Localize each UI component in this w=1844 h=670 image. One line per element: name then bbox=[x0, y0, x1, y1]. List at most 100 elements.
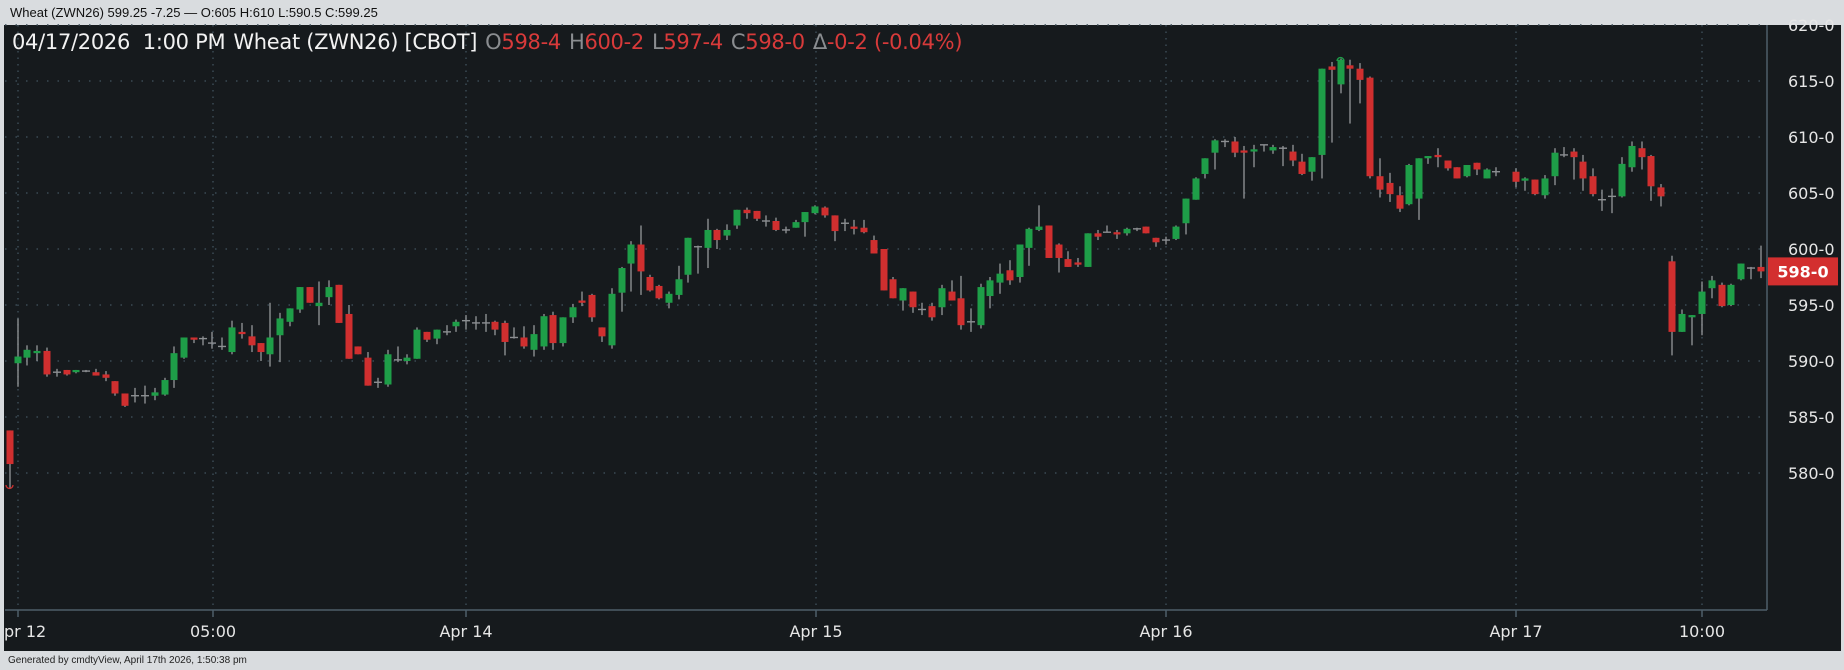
candle-body bbox=[121, 393, 129, 406]
candle-body bbox=[1678, 313, 1686, 332]
candle-body bbox=[1628, 145, 1636, 168]
legend-high-label: H bbox=[568, 30, 585, 54]
candle-body bbox=[1405, 165, 1413, 205]
last-price-label: 598-0 bbox=[1777, 262, 1828, 281]
candle-body bbox=[23, 349, 31, 358]
candle-body bbox=[977, 287, 985, 326]
candle-body bbox=[315, 302, 323, 307]
chart-panel[interactable] bbox=[4, 25, 1841, 651]
legend-high-value: 600-2 bbox=[584, 30, 644, 54]
candle-body bbox=[899, 288, 907, 301]
candle-body bbox=[772, 221, 780, 230]
candle-body bbox=[1444, 160, 1452, 169]
candle-body bbox=[792, 222, 800, 228]
y-axis-tick-label: 585-0 bbox=[1788, 408, 1835, 427]
candle-body bbox=[1718, 284, 1726, 307]
candle-body bbox=[1396, 195, 1404, 209]
candle-body bbox=[957, 298, 965, 326]
candle-body bbox=[753, 210, 761, 219]
candle-body bbox=[1727, 284, 1735, 305]
candle-body bbox=[1376, 176, 1384, 190]
candle-body bbox=[1192, 178, 1200, 200]
candle-body bbox=[1708, 280, 1716, 289]
candle-body bbox=[1668, 261, 1676, 332]
candle-body bbox=[257, 343, 265, 353]
candles bbox=[6, 58, 1765, 489]
y-axis-tick-label: 595-0 bbox=[1788, 296, 1835, 315]
candle-body bbox=[704, 229, 712, 248]
candle-body bbox=[665, 293, 673, 303]
candle-body bbox=[345, 313, 353, 359]
candle-body bbox=[1298, 161, 1306, 174]
candle-body bbox=[627, 244, 635, 264]
candle-body bbox=[14, 356, 22, 364]
legend-low-label: L bbox=[651, 30, 664, 54]
footer-generated-by: Generated by cmdtyView, April 17th 2026,… bbox=[8, 655, 247, 666]
candle-body bbox=[1757, 266, 1765, 272]
candle-body bbox=[1638, 148, 1646, 158]
candle-body bbox=[821, 207, 829, 216]
last-price-badge bbox=[1768, 257, 1838, 286]
candle-body bbox=[1055, 244, 1063, 258]
y-axis-tick-label: 590-0 bbox=[1788, 352, 1835, 371]
candle-body bbox=[733, 209, 741, 226]
candle-body bbox=[801, 212, 809, 223]
candle-body bbox=[248, 336, 256, 346]
candle-body bbox=[1356, 68, 1364, 80]
candle-body bbox=[1473, 162, 1481, 170]
candle-body bbox=[190, 337, 198, 340]
candle-body bbox=[684, 237, 692, 275]
y-axis-tick-label: 615-0 bbox=[1788, 72, 1835, 91]
candle-body bbox=[1737, 263, 1745, 280]
candle-body bbox=[880, 249, 888, 291]
candle-body bbox=[1570, 151, 1578, 158]
candle-body bbox=[909, 291, 917, 308]
candle-body bbox=[1025, 228, 1033, 248]
candle-body bbox=[228, 327, 236, 353]
candle-body bbox=[1483, 169, 1491, 179]
candle-body bbox=[1346, 65, 1354, 69]
candle-body bbox=[811, 206, 819, 214]
high-marker-icon bbox=[1336, 56, 1345, 62]
candle-body bbox=[1123, 228, 1131, 234]
candle-body bbox=[655, 285, 663, 299]
window-title: Wheat (ZWN26) 599.25 -7.25 — O:605 H:610… bbox=[10, 5, 378, 20]
candle-body bbox=[996, 273, 1004, 283]
candle-body bbox=[286, 308, 294, 322]
candle-body bbox=[646, 277, 654, 291]
candle-body bbox=[276, 318, 284, 336]
candle-body bbox=[1618, 163, 1626, 197]
candle-body bbox=[423, 331, 431, 340]
candle-body bbox=[540, 316, 548, 347]
candle-body bbox=[1328, 66, 1336, 70]
candle-body bbox=[1064, 259, 1072, 267]
candle-body bbox=[1541, 178, 1549, 196]
window-title-bar: Wheat (ZWN26) 599.25 -7.25 — O:605 H:610… bbox=[0, 0, 1844, 24]
candle-body bbox=[618, 268, 626, 293]
candle-body bbox=[1211, 140, 1219, 153]
candle-body bbox=[384, 354, 392, 385]
candle-body bbox=[1434, 154, 1442, 158]
x-axis-tick-label: Apr 16 bbox=[1139, 622, 1192, 641]
candle-body bbox=[1366, 77, 1374, 177]
candle-body bbox=[102, 374, 110, 378]
candle-body bbox=[1152, 237, 1160, 243]
y-axis-tick-label: 620-0 bbox=[1788, 16, 1835, 35]
candle-body bbox=[413, 329, 421, 359]
candle-body bbox=[860, 227, 868, 233]
legend-open-label: O bbox=[485, 30, 502, 54]
candle-body bbox=[1142, 226, 1150, 234]
legend-datetime: 04/17/2026 1:00 PM bbox=[12, 30, 226, 54]
candle-body bbox=[238, 331, 246, 335]
candle-body bbox=[549, 315, 557, 344]
candle-body bbox=[1308, 157, 1316, 172]
y-axis-tick-label: 605-0 bbox=[1788, 184, 1835, 203]
candle-body bbox=[335, 284, 343, 323]
legend-symbol: Wheat (ZWN26) [CBOT] bbox=[233, 30, 478, 54]
candle-body bbox=[1512, 171, 1520, 182]
candle-body bbox=[598, 327, 606, 337]
candle-body bbox=[111, 381, 119, 394]
candle-body bbox=[63, 369, 71, 375]
candle-body bbox=[1698, 291, 1706, 314]
